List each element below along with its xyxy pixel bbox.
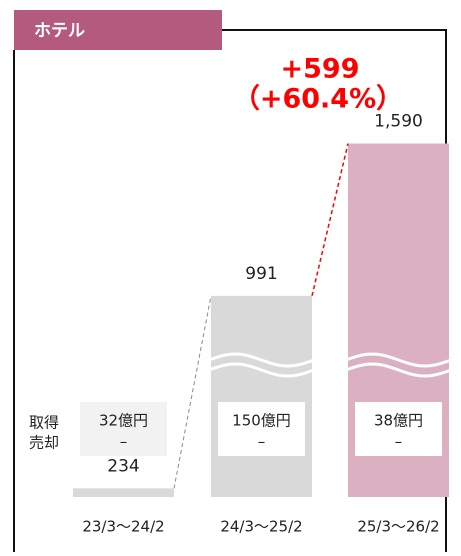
axis-break	[208, 352, 315, 368]
row-label: 売却	[29, 434, 59, 452]
breakdown-value: –	[258, 433, 266, 451]
breakdown-box	[80, 402, 167, 456]
breakdown-value: –	[395, 433, 403, 451]
breakdown-box	[355, 402, 442, 456]
breakdown-value: 32億円	[99, 412, 148, 430]
chart-title: ホテル	[34, 21, 85, 41]
bar	[211, 295, 312, 497]
axis-break	[345, 362, 452, 378]
value-label: 1,590	[374, 112, 423, 132]
bar	[73, 488, 174, 497]
row-label: 取得	[29, 414, 59, 432]
value-label: 991	[245, 264, 277, 284]
breakdown-value: –	[120, 433, 128, 451]
connector	[311, 143, 349, 297]
value-label: 234	[107, 456, 139, 476]
axis-break	[208, 362, 315, 378]
connector	[173, 295, 212, 489]
header-tab	[14, 10, 222, 50]
x-tick-label: 25/3～26/2	[357, 518, 439, 536]
annotation: +599	[281, 54, 360, 85]
breakdown-value: 150億円	[232, 412, 291, 430]
x-tick-label: 24/3～25/2	[220, 518, 302, 536]
x-tick-label: 23/3～24/2	[82, 518, 164, 536]
axis-break	[345, 352, 452, 368]
annotation: （+60.4%）	[233, 84, 403, 115]
breakdown-value: 38億円	[374, 412, 423, 430]
breakdown-box	[218, 402, 305, 456]
